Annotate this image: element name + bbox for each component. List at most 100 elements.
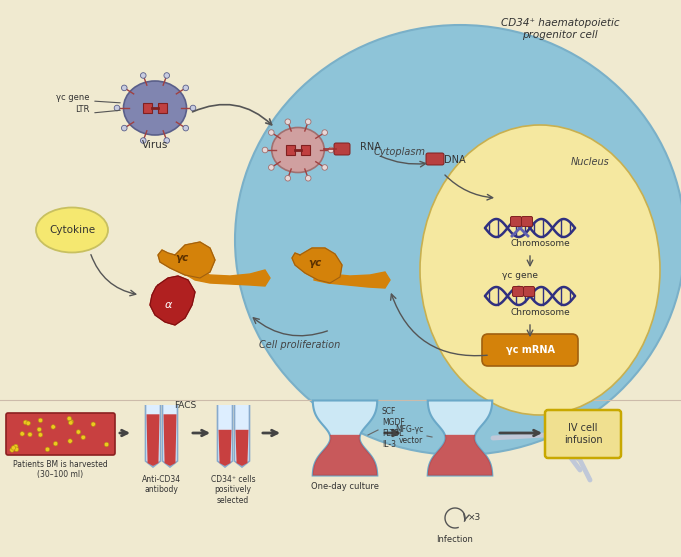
Text: α: α (164, 300, 172, 310)
Circle shape (183, 125, 189, 131)
Circle shape (14, 444, 18, 448)
Circle shape (285, 119, 291, 125)
Polygon shape (150, 276, 195, 325)
Circle shape (38, 433, 43, 437)
Circle shape (91, 422, 95, 427)
FancyBboxPatch shape (482, 334, 578, 366)
Circle shape (305, 175, 311, 181)
Circle shape (67, 417, 72, 421)
Circle shape (268, 165, 274, 170)
Circle shape (328, 147, 334, 153)
FancyBboxPatch shape (513, 286, 524, 296)
Ellipse shape (272, 128, 324, 173)
Circle shape (10, 448, 14, 452)
Text: RNA: RNA (360, 142, 381, 152)
Polygon shape (234, 405, 249, 467)
Circle shape (69, 419, 74, 424)
Circle shape (69, 421, 73, 425)
Text: IV cell
infusion: IV cell infusion (564, 423, 602, 445)
Circle shape (81, 435, 85, 439)
Circle shape (53, 442, 58, 446)
Circle shape (28, 432, 32, 437)
Ellipse shape (235, 25, 681, 455)
Bar (0, 0, 681, 400)
Text: Anti-CD34
antibody: Anti-CD34 antibody (142, 475, 180, 495)
Text: One-day culture: One-day culture (311, 482, 379, 491)
Circle shape (23, 420, 28, 424)
Text: Cell proliferation: Cell proliferation (259, 340, 340, 350)
Polygon shape (428, 400, 492, 476)
Bar (301, 145, 310, 155)
Text: γc: γc (308, 258, 321, 268)
Text: CD34⁺ cells
positively
selected: CD34⁺ cells positively selected (210, 475, 255, 505)
Circle shape (12, 446, 16, 450)
Circle shape (45, 447, 50, 452)
Polygon shape (158, 242, 215, 278)
Bar (143, 103, 152, 113)
Text: Patients BM is harvested
(30–100 ml): Patients BM is harvested (30–100 ml) (13, 460, 108, 480)
Circle shape (140, 138, 146, 143)
Polygon shape (219, 430, 232, 466)
Text: Virus: Virus (142, 140, 168, 150)
Text: Nucleus: Nucleus (571, 157, 609, 167)
Text: γc gene: γc gene (502, 271, 538, 280)
Text: SCF
MGDF
FLT3L
IL-3: SCF MGDF FLT3L IL-3 (382, 407, 405, 449)
FancyBboxPatch shape (522, 217, 533, 227)
Ellipse shape (36, 208, 108, 252)
Circle shape (121, 125, 127, 131)
Polygon shape (292, 248, 342, 283)
Circle shape (38, 418, 43, 423)
Polygon shape (313, 435, 377, 476)
Polygon shape (146, 414, 159, 466)
Circle shape (322, 165, 328, 170)
Circle shape (183, 85, 189, 91)
Text: γc: γc (176, 253, 189, 263)
FancyBboxPatch shape (524, 286, 535, 296)
Polygon shape (236, 430, 249, 466)
Circle shape (121, 85, 127, 91)
Circle shape (68, 439, 72, 443)
Circle shape (51, 424, 55, 429)
Circle shape (140, 72, 146, 79)
Text: Cytoplasm: Cytoplasm (374, 147, 426, 157)
Circle shape (285, 175, 291, 181)
Circle shape (190, 105, 196, 111)
Circle shape (268, 130, 274, 135)
Text: ×3: ×3 (468, 514, 481, 522)
Polygon shape (428, 435, 492, 476)
Text: Cytokine: Cytokine (49, 225, 95, 235)
Circle shape (262, 147, 268, 153)
Circle shape (164, 72, 170, 79)
Text: FACS: FACS (174, 401, 196, 410)
FancyBboxPatch shape (545, 410, 621, 458)
Text: Chromosome: Chromosome (510, 308, 570, 317)
Bar (286, 145, 295, 155)
Circle shape (26, 421, 31, 426)
FancyBboxPatch shape (426, 153, 444, 165)
Polygon shape (217, 405, 232, 467)
Circle shape (14, 447, 18, 452)
Text: Chromosome: Chromosome (510, 239, 570, 248)
Text: DNA: DNA (444, 155, 466, 165)
Circle shape (322, 130, 328, 135)
Polygon shape (163, 405, 178, 467)
Circle shape (104, 442, 109, 447)
FancyBboxPatch shape (334, 143, 350, 155)
Bar (158, 103, 167, 113)
Circle shape (20, 432, 25, 436)
Circle shape (37, 427, 42, 432)
Circle shape (114, 105, 120, 111)
Ellipse shape (123, 81, 187, 135)
Polygon shape (313, 400, 377, 476)
Polygon shape (314, 272, 390, 288)
Text: MFG-γc
vector: MFG-γc vector (395, 426, 423, 444)
FancyBboxPatch shape (511, 217, 522, 227)
Ellipse shape (420, 125, 660, 415)
Text: Infection: Infection (437, 535, 473, 544)
Bar (0, 398, 681, 557)
Circle shape (305, 119, 311, 125)
Text: γc mRNA: γc mRNA (505, 345, 554, 355)
Polygon shape (146, 405, 161, 467)
Text: γc gene: γc gene (57, 93, 90, 102)
Polygon shape (163, 414, 176, 466)
